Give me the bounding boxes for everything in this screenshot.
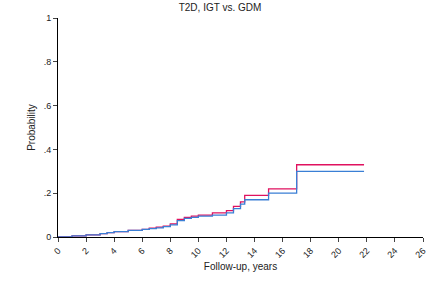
svg-text:26: 26 — [413, 246, 427, 260]
svg-text:.2: .2 — [44, 188, 52, 198]
svg-text:18: 18 — [301, 246, 315, 260]
svg-text:4: 4 — [108, 246, 119, 257]
svg-text:10: 10 — [189, 246, 203, 260]
svg-text:14: 14 — [245, 246, 259, 260]
svg-text:Follow-up, years: Follow-up, years — [204, 261, 277, 272]
svg-text:1: 1 — [46, 13, 51, 23]
svg-text:8: 8 — [164, 246, 175, 257]
svg-text:0: 0 — [46, 232, 51, 242]
svg-text:.4: .4 — [44, 145, 52, 155]
svg-text:16: 16 — [273, 246, 287, 260]
svg-text:12: 12 — [217, 246, 231, 260]
svg-text:.8: .8 — [44, 57, 52, 67]
svg-text:24: 24 — [385, 246, 399, 260]
svg-text:0: 0 — [52, 246, 63, 257]
svg-text:20: 20 — [329, 246, 343, 260]
svg-text:.6: .6 — [44, 101, 52, 111]
svg-text:22: 22 — [357, 246, 371, 260]
svg-text:Probability: Probability — [26, 104, 37, 151]
svg-text:6: 6 — [136, 246, 147, 257]
svg-text:T2D, IGT vs. GDM: T2D, IGT vs. GDM — [179, 2, 262, 13]
svg-text:2: 2 — [80, 246, 91, 257]
